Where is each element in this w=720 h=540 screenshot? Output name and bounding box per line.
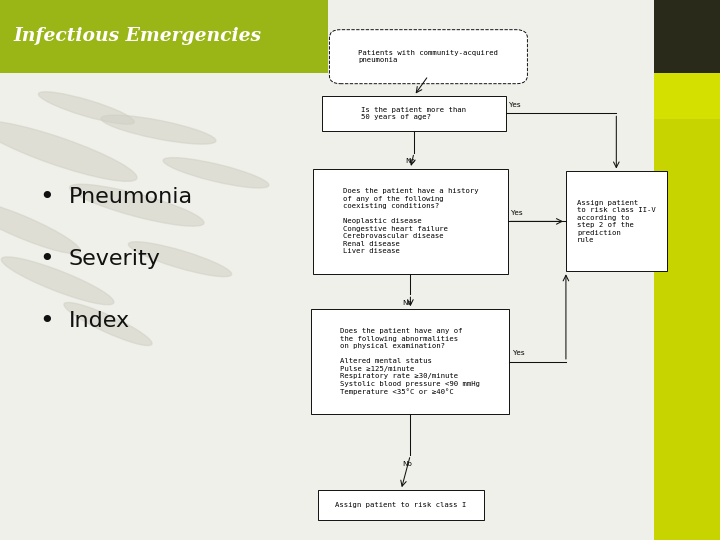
Text: No: No [402, 461, 412, 467]
Bar [0, 0, 328, 73]
Text: Assign patient to risk class I: Assign patient to risk class I [336, 502, 467, 508]
Ellipse shape [128, 242, 232, 276]
Ellipse shape [0, 200, 81, 254]
Text: Does the patient have any of
the following abnormalities
on physical examination: Does the patient have any of the followi… [341, 328, 480, 395]
Text: Does the patient have a history
of any of the following
coexisting conditions?

: Does the patient have a history of any o… [343, 188, 478, 254]
Ellipse shape [101, 115, 216, 144]
Ellipse shape [70, 184, 204, 226]
Text: Is the patient more than
50 years of age?: Is the patient more than 50 years of age… [361, 106, 467, 120]
Text: No: No [402, 300, 412, 306]
FancyBboxPatch shape [329, 30, 527, 84]
Text: •: • [40, 309, 54, 333]
Ellipse shape [38, 92, 135, 124]
Bar [654, 0, 720, 540]
Text: Yes: Yes [513, 350, 525, 356]
Ellipse shape [64, 302, 152, 346]
Text: •: • [40, 247, 54, 271]
FancyBboxPatch shape [566, 172, 667, 271]
FancyBboxPatch shape [311, 309, 510, 415]
Text: Index: Index [68, 311, 130, 332]
Bar [654, 73, 720, 119]
FancyBboxPatch shape [323, 96, 505, 131]
Text: Patients with community-acquired
pneumonia: Patients with community-acquired pneumon… [359, 50, 498, 63]
Text: Severity: Severity [68, 249, 161, 269]
Text: Assign patient
to risk class II-V
according to
step 2 of the
prediction
rule: Assign patient to risk class II-V accord… [577, 200, 656, 243]
Text: •: • [40, 185, 54, 209]
FancyBboxPatch shape [318, 490, 484, 519]
Text: Yes: Yes [511, 210, 523, 216]
Text: No: No [405, 158, 415, 164]
Bar [654, 0, 720, 73]
Ellipse shape [1, 257, 114, 305]
Ellipse shape [163, 158, 269, 188]
Text: Pneumonia: Pneumonia [68, 187, 192, 207]
FancyBboxPatch shape [313, 168, 508, 274]
Ellipse shape [0, 121, 137, 181]
Text: Infectious Emergencies: Infectious Emergencies [13, 28, 261, 45]
Text: Yes: Yes [509, 102, 521, 108]
